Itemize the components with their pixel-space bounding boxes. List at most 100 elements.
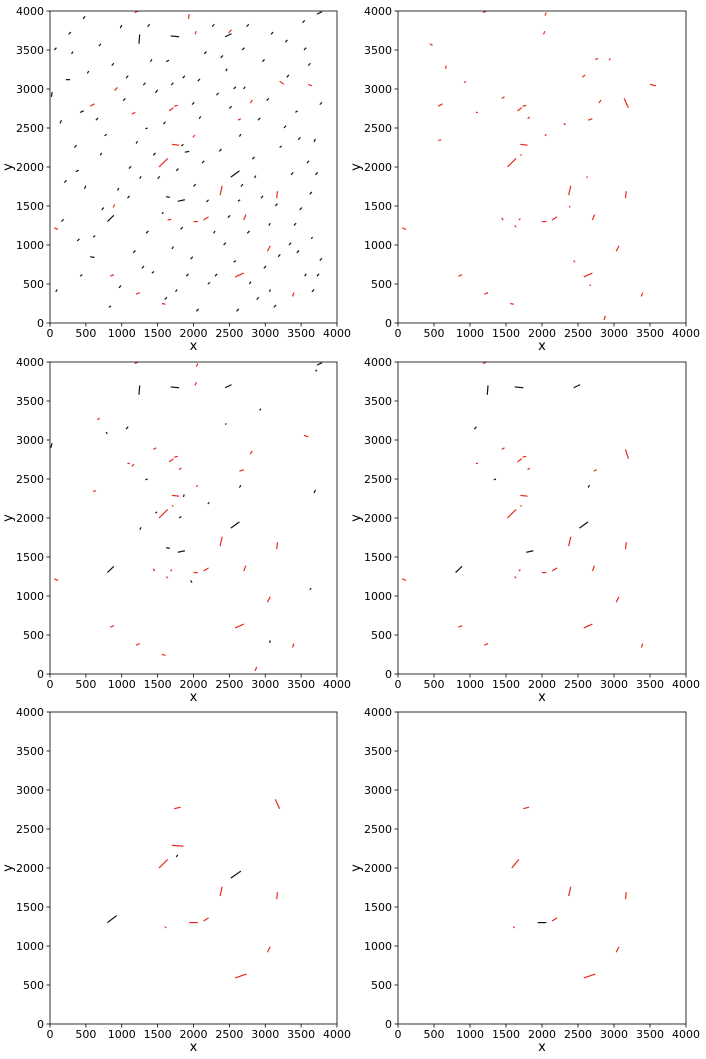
black-segment [95, 117, 99, 121]
red-segment [152, 568, 156, 572]
x-tick-label: 0 [47, 1028, 54, 1041]
black-segment [162, 121, 166, 125]
y-tick-label: 2000 [16, 161, 44, 174]
plot-panel-row3-left: 0 500 1000 1500 2000 2500 3000 3500 4000 0 500 1000… [1, 706, 351, 1055]
black-segment [587, 484, 591, 488]
y-tick-label: 1000 [16, 239, 44, 252]
red-segment [168, 107, 174, 112]
red-segment [624, 542, 627, 550]
black-segment [104, 133, 108, 137]
red-segment [249, 99, 253, 104]
x-tick-label: 0 [395, 678, 402, 691]
black-segment [297, 136, 301, 141]
red-segment [583, 973, 596, 979]
red-segment [54, 578, 59, 581]
red-segment [484, 643, 489, 646]
y-tick-label: 3500 [364, 44, 392, 57]
black-segment [142, 82, 146, 86]
y-tick-label: 0 [37, 668, 44, 681]
black-segment [261, 58, 265, 63]
x-tick-label: 4000 [323, 678, 351, 691]
black-segment [277, 253, 281, 258]
black-segment [107, 915, 118, 924]
x-tick-label: 500 [75, 678, 96, 691]
red-segment [171, 844, 184, 847]
y-tick-label: 500 [371, 629, 392, 642]
x-tick-label: 3500 [287, 1028, 315, 1041]
black-segment [106, 565, 115, 574]
black-segment [288, 242, 292, 246]
black-segment [166, 196, 170, 199]
x-tick-label: 3500 [636, 1028, 664, 1041]
red-segment [234, 272, 244, 278]
y-tick-label: 2500 [364, 823, 392, 836]
black-segment [106, 214, 115, 223]
black-segment [236, 308, 240, 312]
x-tick-label: 1000 [456, 327, 484, 340]
red-segment [591, 214, 596, 221]
black-segment [119, 24, 123, 29]
red-segment [266, 946, 271, 953]
black-segment [253, 175, 257, 179]
black-segment [268, 222, 271, 226]
black-segment [228, 105, 232, 109]
black-segment [161, 211, 164, 215]
black-segment [68, 31, 72, 35]
black-segment [279, 145, 283, 148]
red-segment [276, 892, 279, 900]
x-tick-label: 1000 [456, 1028, 484, 1041]
black-segment [166, 547, 170, 550]
black-segment [73, 144, 77, 148]
black-segment [238, 484, 242, 488]
x-tick-label: 2000 [180, 327, 208, 340]
x-tick-label: 1500 [144, 678, 172, 691]
red-segment [587, 118, 593, 121]
red-segment [520, 153, 523, 156]
x-tick-label: 0 [395, 327, 402, 340]
black-segment [296, 250, 300, 254]
y-tick-label: 4000 [364, 5, 392, 18]
red-segment [589, 284, 592, 287]
black-segment [76, 238, 80, 242]
black-segment [165, 59, 170, 63]
x-axis-label: x [190, 1040, 198, 1055]
red-segment [501, 447, 505, 450]
x-tick-label: 4000 [672, 678, 700, 691]
red-segment [568, 185, 572, 196]
black-segment [195, 308, 199, 312]
y-tick-label: 3000 [16, 784, 44, 797]
y-tick-label: 2500 [364, 122, 392, 135]
red-segment [308, 83, 313, 87]
plot-area [50, 362, 337, 674]
black-segment [175, 289, 178, 293]
red-segment [512, 926, 516, 929]
x-tick-label: 500 [424, 327, 445, 340]
red-segment [615, 596, 620, 603]
plot-panel-row2-left: 0 500 1000 1500 2000 2500 3000 3500 4000 0 500 1000… [1, 356, 351, 705]
black-segment [306, 160, 310, 164]
red-segment [276, 191, 279, 199]
black-segment [50, 92, 53, 97]
y-tick-label: 2500 [16, 122, 44, 135]
x-tick-label: 1500 [144, 327, 172, 340]
black-segment [211, 23, 215, 28]
x-axis-label: x [190, 339, 198, 354]
black-segment [170, 386, 180, 389]
red-segment [171, 494, 180, 497]
black-segment [193, 183, 197, 187]
x-axis-label: x [538, 339, 546, 354]
black-segment [138, 385, 141, 395]
y-tick-label: 2000 [16, 512, 44, 525]
red-segment [544, 133, 547, 137]
black-segment [138, 34, 141, 44]
black-segment [248, 281, 252, 285]
y-tick-label: 3500 [364, 745, 392, 758]
x-tick-label: 0 [47, 327, 54, 340]
red-segment [595, 58, 599, 60]
x-tick-label: 500 [75, 327, 96, 340]
red-segment [195, 363, 199, 367]
red-segment [192, 134, 196, 138]
red-segment [563, 122, 567, 126]
y-axis-label: y [1, 163, 16, 171]
red-segment [303, 434, 309, 438]
